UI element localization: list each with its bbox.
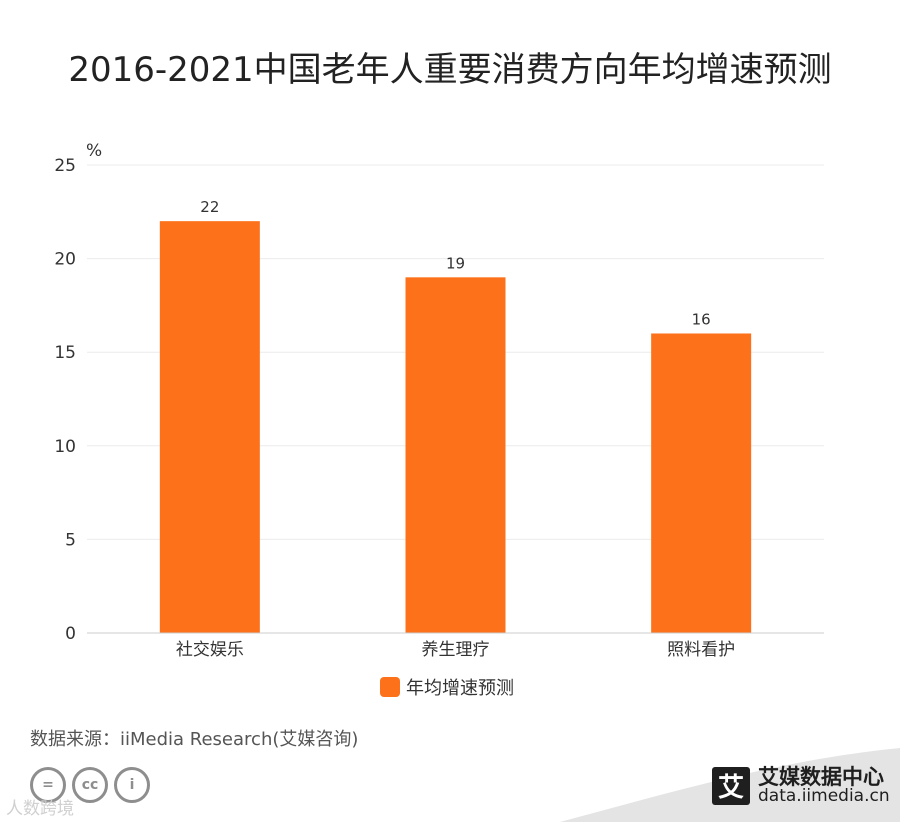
source-note: 数据来源：iiMedia Research(艾媒咨询)	[30, 729, 359, 750]
x-axis-ticks: 社交娱乐 养生理疗 照料看护	[176, 640, 735, 660]
y-tick-label: 15	[54, 343, 76, 363]
cc-icon: cc	[72, 767, 108, 803]
legend-swatch	[380, 677, 400, 697]
x-tick-label: 社交娱乐	[176, 640, 244, 660]
data-label: 19	[446, 254, 465, 272]
y-tick-label: 20	[54, 250, 76, 270]
bar	[651, 333, 752, 633]
bar	[405, 277, 506, 633]
brand-url: data.iimedia.cn	[758, 786, 890, 807]
x-tick-label: 照料看护	[667, 640, 735, 660]
y-tick-label: 5	[65, 530, 76, 550]
chart-title: 2016-2021中国老年人重要消费方向年均增速预测	[68, 50, 832, 90]
watermark: 人数跨境	[6, 799, 74, 819]
y-axis-ticks: 0 5 10 15 20 25	[54, 156, 76, 644]
legend: 年均增速预测	[380, 674, 514, 700]
x-tick-label: 养生理疗	[422, 640, 490, 660]
y-axis-unit: %	[86, 141, 102, 161]
y-tick-label: 10	[54, 437, 76, 457]
legend-label: 年均增速预测	[406, 678, 514, 699]
bar	[159, 221, 260, 633]
license-icons: = cc i	[30, 767, 150, 803]
person-icon: i	[114, 767, 150, 803]
y-tick-label: 25	[54, 156, 76, 176]
brand-logo: 艾	[712, 766, 750, 805]
brand-name: 艾媒数据中心	[758, 765, 884, 789]
data-labels: 22 19 16	[200, 198, 710, 328]
brand: 艾 艾媒数据中心 data.iimedia.cn	[712, 766, 890, 806]
bars	[159, 221, 752, 633]
data-label: 22	[200, 198, 219, 216]
data-label: 16	[692, 310, 711, 328]
equal-icon: =	[30, 767, 66, 803]
y-tick-label: 0	[65, 624, 76, 644]
